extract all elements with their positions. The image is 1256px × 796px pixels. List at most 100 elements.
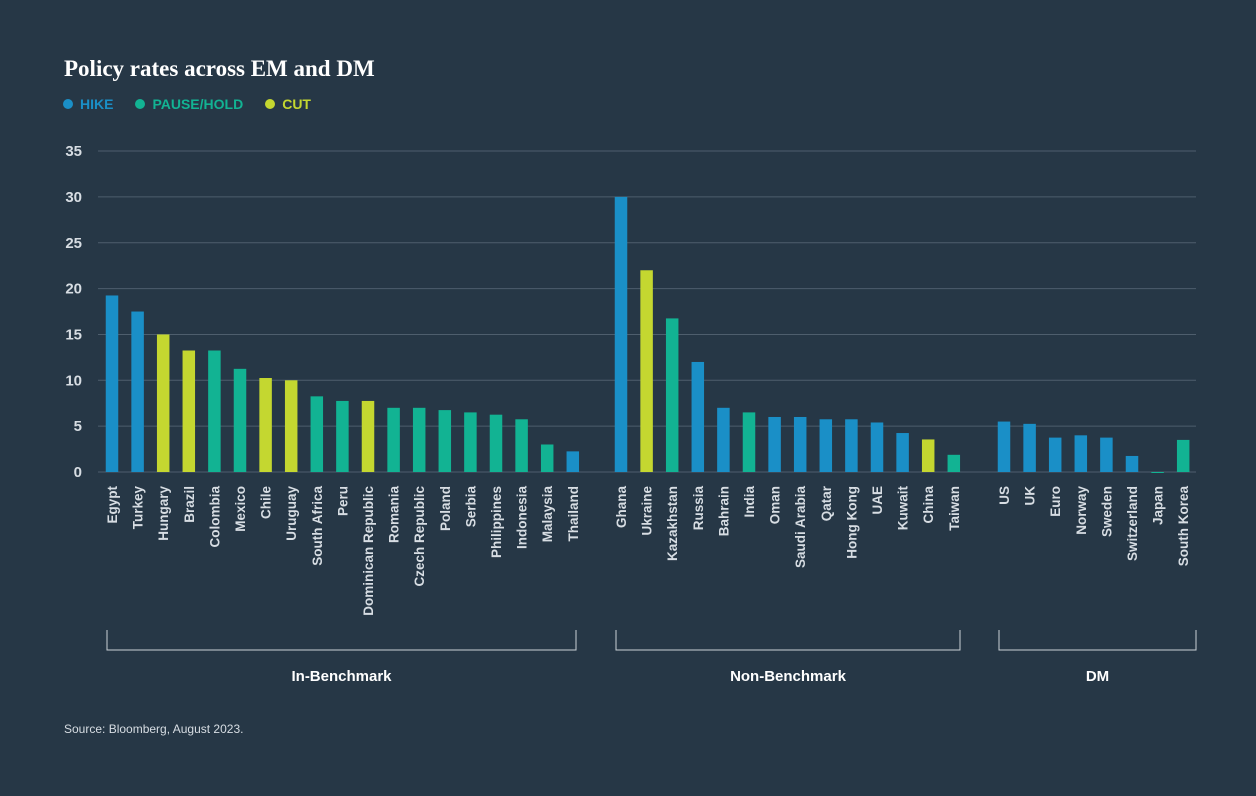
x-tick-label: Norway bbox=[1074, 486, 1089, 535]
bar bbox=[614, 196, 628, 472]
x-tick-label: Sweden bbox=[1099, 486, 1114, 537]
legend-item-hike: HIKE bbox=[63, 96, 113, 112]
x-tick-label: UK bbox=[1023, 486, 1038, 506]
bar bbox=[233, 368, 247, 472]
legend-cut-label: CUT bbox=[282, 96, 311, 112]
y-tick-label: 20 bbox=[65, 281, 82, 298]
x-tick-label: Mexico bbox=[233, 486, 248, 532]
x-tick-label: Czech Republic bbox=[412, 486, 427, 587]
bar bbox=[1125, 455, 1139, 472]
bar bbox=[438, 410, 452, 472]
bar bbox=[208, 350, 221, 472]
x-tick-label: Bahrain bbox=[716, 486, 731, 536]
bar bbox=[1100, 437, 1113, 472]
bar bbox=[921, 439, 935, 472]
legend-cut-dot bbox=[265, 99, 276, 109]
bar bbox=[489, 414, 503, 472]
x-tick-label: UAE bbox=[870, 486, 885, 515]
group-bracket bbox=[615, 630, 961, 651]
y-tick-label: 15 bbox=[65, 326, 82, 343]
bar bbox=[464, 412, 477, 472]
group-label: Non-Benchmark bbox=[730, 668, 847, 685]
x-tick-label: Saudi Arabia bbox=[793, 486, 808, 569]
x-tick-label: Peru bbox=[335, 486, 350, 516]
y-tick-label: 25 bbox=[65, 235, 82, 252]
bar bbox=[819, 419, 833, 472]
legend-pause-dot bbox=[135, 99, 146, 109]
x-tick-label: Russia bbox=[691, 486, 706, 531]
bar bbox=[1151, 472, 1164, 473]
x-tick-label: Ukraine bbox=[640, 486, 655, 536]
bar bbox=[515, 419, 528, 472]
bar bbox=[997, 421, 1011, 472]
bar bbox=[793, 416, 807, 472]
bar bbox=[182, 350, 196, 472]
bar bbox=[896, 433, 909, 472]
chart-title: Policy rates across EM and DM bbox=[64, 56, 375, 81]
legend-hike-dot bbox=[63, 99, 73, 109]
bar bbox=[310, 396, 324, 472]
x-tick-label: Taiwan bbox=[947, 486, 962, 531]
bar bbox=[870, 422, 884, 472]
bar bbox=[665, 318, 679, 472]
group-bracket bbox=[106, 630, 577, 651]
x-tick-label: South Africa bbox=[310, 486, 325, 566]
x-tick-label: India bbox=[742, 486, 757, 518]
x-tick-label: Kuwait bbox=[896, 486, 911, 531]
x-tick-label: Switzerland bbox=[1125, 486, 1140, 561]
x-tick-label: US bbox=[997, 486, 1012, 505]
x-tick-label: Thailand bbox=[566, 486, 581, 542]
y-tick-label: 10 bbox=[65, 372, 82, 389]
x-tick-label: China bbox=[921, 486, 936, 524]
bar bbox=[540, 444, 554, 472]
bar bbox=[742, 412, 756, 472]
legend: HIKE PAUSE/HOLD CUT bbox=[63, 96, 311, 112]
y-tick-label: 30 bbox=[65, 189, 82, 206]
bar bbox=[1023, 423, 1036, 472]
x-tick-label: Indonesia bbox=[515, 486, 530, 550]
x-tick-label: Turkey bbox=[131, 486, 146, 530]
y-tick-label: 35 bbox=[65, 143, 82, 160]
bar bbox=[284, 380, 298, 472]
y-tick-label: 5 bbox=[74, 418, 82, 435]
bar bbox=[947, 454, 961, 472]
bar bbox=[387, 407, 400, 472]
bar bbox=[717, 407, 730, 472]
x-tick-label: South Korea bbox=[1176, 486, 1191, 567]
x-tick-label: Malaysia bbox=[540, 486, 555, 543]
bar bbox=[768, 416, 781, 472]
source-note: Source: Bloomberg, August 2023. bbox=[64, 722, 244, 736]
x-tick-label: Serbia bbox=[463, 486, 478, 528]
bar bbox=[1048, 437, 1062, 472]
bar bbox=[259, 378, 272, 472]
legend-pause-label: PAUSE/HOLD bbox=[152, 96, 244, 112]
x-tick-label: Romania bbox=[387, 486, 402, 544]
bar bbox=[412, 407, 426, 472]
x-tick-label: Uruguay bbox=[284, 486, 299, 541]
group-label: DM bbox=[1086, 668, 1109, 685]
x-tick-label: Brazil bbox=[182, 486, 197, 523]
x-tick-label: Oman bbox=[768, 486, 783, 524]
y-tick-label: 0 bbox=[74, 464, 82, 481]
x-tick-label: Euro bbox=[1048, 486, 1063, 517]
bar bbox=[845, 419, 858, 472]
bar bbox=[361, 400, 375, 472]
bar bbox=[691, 361, 705, 472]
x-tick-label: Philippines bbox=[489, 486, 504, 558]
bar bbox=[131, 311, 144, 472]
bar bbox=[336, 400, 349, 472]
x-tick-label: Hungary bbox=[156, 486, 171, 541]
x-tick-label: Egypt bbox=[105, 486, 120, 524]
x-tick-label: Colombia bbox=[207, 486, 222, 548]
x-tick-label: Chile bbox=[259, 486, 274, 519]
x-tick-label: Japan bbox=[1151, 486, 1166, 525]
x-tick-label: Ghana bbox=[614, 486, 629, 529]
legend-item-pause: PAUSE/HOLD bbox=[135, 96, 243, 112]
bar bbox=[156, 334, 170, 472]
bar bbox=[105, 295, 119, 472]
bar bbox=[566, 451, 580, 472]
legend-item-cut: CUT bbox=[265, 96, 311, 112]
group-bracket bbox=[998, 630, 1197, 651]
